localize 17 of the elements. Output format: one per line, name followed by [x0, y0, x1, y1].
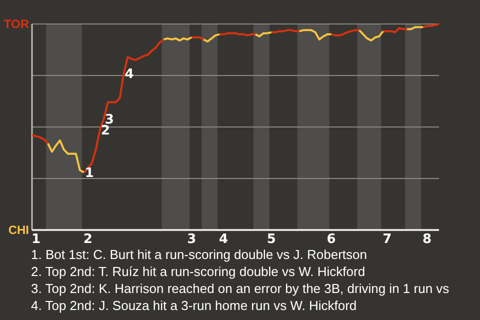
annotation: 1 — [84, 166, 94, 181]
x-tick-label: 8 — [422, 232, 432, 247]
annotation: 4 — [124, 66, 134, 82]
x-tick-label: 2 — [83, 232, 92, 247]
x-tick-label: 1 — [31, 232, 41, 247]
text: 2. Top 2nd: T. Ruíz hit a run-scoring double vs W. Hickford — [31, 264, 366, 279]
text: CHI — [8, 223, 29, 238]
x-tick-label: 4 — [219, 232, 228, 247]
text: TOR — [4, 17, 30, 32]
text: 1. Bot 1st: C. Burt hit a run-scoring double vs J. Robertson — [31, 247, 367, 262]
text: 4. Top 2nd: J. Souza hit a 3-run home run vs W. Hickford — [31, 298, 357, 313]
x-tick-label: 3 — [187, 232, 196, 247]
text: 3. Top 2nd: K. Harrison reached on an error by the 3B, driving in 1 run vs — [31, 281, 450, 296]
x-tick-label: 7 — [382, 232, 392, 247]
x-tick-label: 5 — [266, 232, 276, 247]
x-tick-label: 6 — [326, 232, 336, 247]
annotation: 2 — [100, 124, 110, 139]
